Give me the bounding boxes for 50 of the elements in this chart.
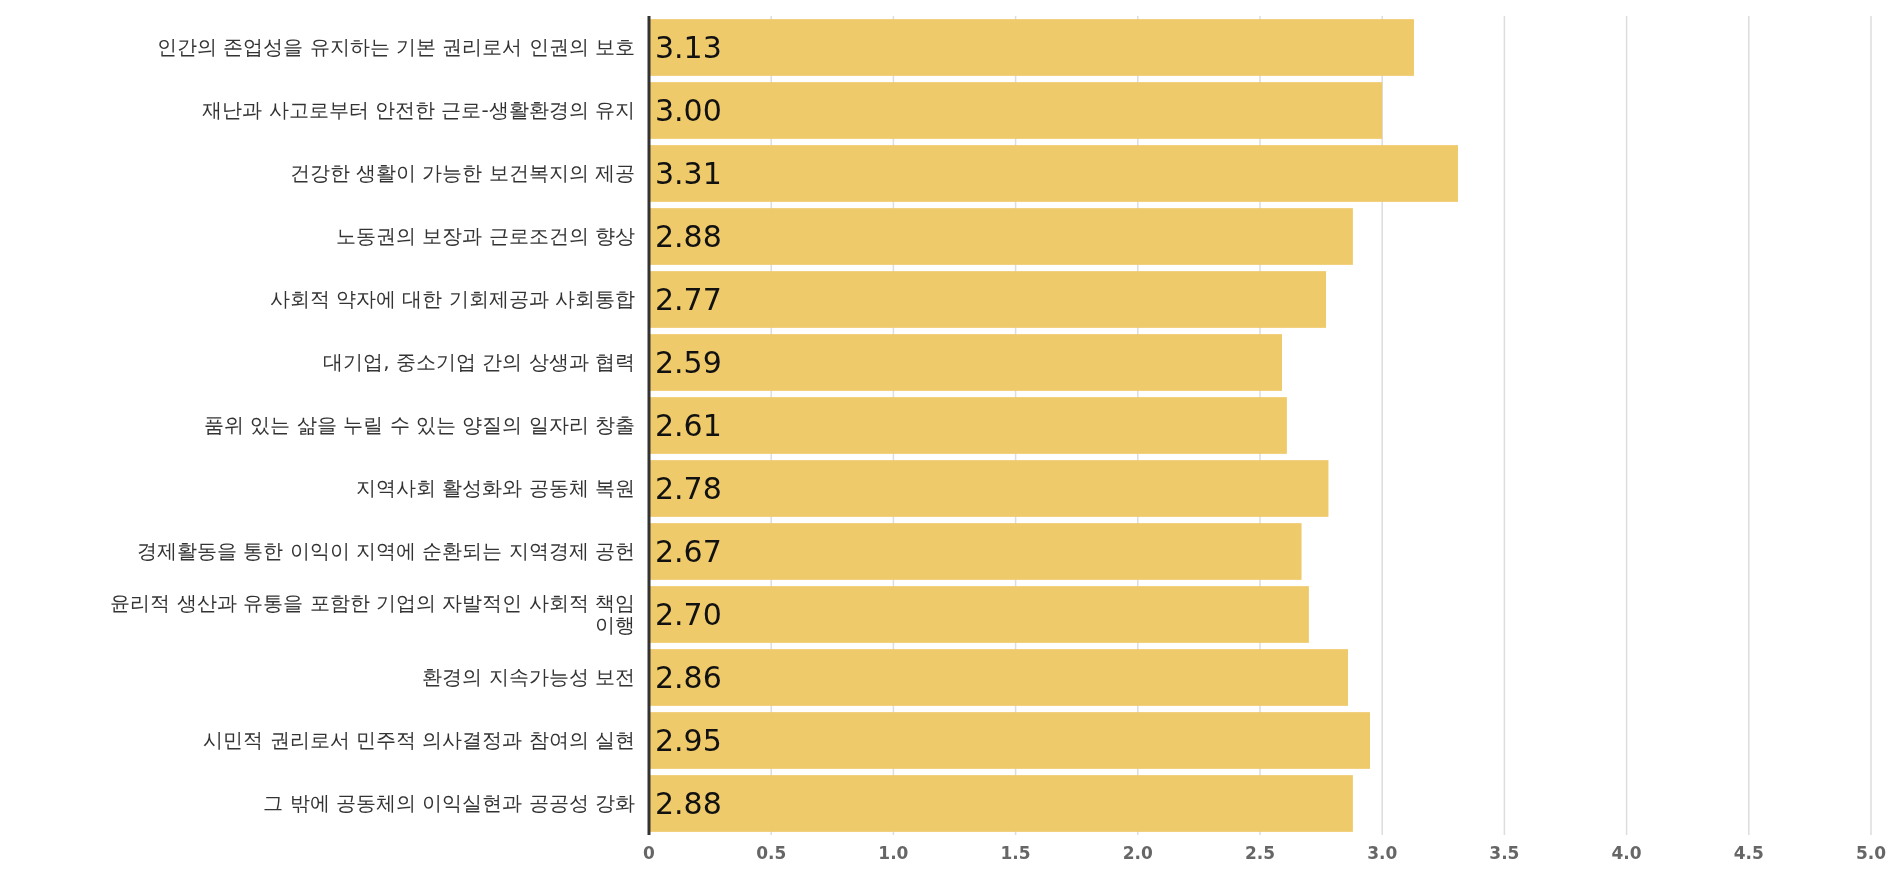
data-label: 2.86 [655,660,722,695]
bar [649,19,1414,76]
bar [649,271,1326,328]
y-tick-label: 윤리적 생산과 유통을 포함한 기업의 자발적인 사회적 책임 이행 [110,590,635,636]
y-tick-label: 인간의 존업성을 유지하는 기본 권리로서 인권의 보호 [156,34,635,58]
y-tick-label: 대기업, 중소기업 간의 상생과 협력 [323,349,635,373]
y-tick-label: 경제활동을 통한 이익이 지역에 순환되는 지역경제 공헌 [136,538,635,562]
bar [649,649,1348,706]
data-label: 2.88 [655,786,722,821]
y-tick-label: 사회적 약자에 대한 기회제공과 사회통합 [269,286,635,310]
data-label: 3.13 [655,30,722,65]
x-tick-label: 0 [643,843,656,863]
y-tick-label: 건강한 생활이 가능한 보건복지의 제공 [289,160,635,184]
x-tick-label: 1.0 [878,843,909,863]
x-tick-label: 2.5 [1244,843,1276,863]
bar [649,82,1383,139]
x-tick-label: 4.5 [1733,843,1764,863]
y-tick-label: 그 밖에 공동체의 이익실현과 공공성 강화 [263,790,635,814]
x-tick-label: 3.0 [1367,843,1398,863]
y-tick-label: 환경의 지속가능성 보전 [422,664,635,688]
x-tick-label: 3.5 [1489,843,1520,863]
data-label: 2.88 [655,219,722,254]
bar [649,145,1458,202]
bar [649,397,1287,454]
y-tick-label: 품위 있는 삶을 누릴 수 있는 양질의 일자리 창출 [204,412,635,436]
x-tick-label: 1.5 [1000,843,1031,863]
y-tick-label: 지역사회 활성화와 공동체 복원 [355,475,635,499]
x-tick-label: 5.0 [1855,843,1887,863]
y-tick-label: 재난과 사고로부터 안전한 근로-생활환경의 유지 [202,97,635,121]
bar [649,334,1282,391]
data-label: 3.31 [655,156,722,191]
data-label: 2.67 [655,534,722,569]
y-tick-label: 노동권의 보장과 근로조건의 향상 [335,223,635,247]
bar [649,586,1309,643]
x-tick-label: 2.0 [1122,843,1154,863]
data-label: 2.59 [655,345,722,380]
bar [649,712,1370,769]
x-tick-label: 4.0 [1611,843,1642,863]
bar [649,460,1329,517]
data-label: 2.70 [655,597,722,632]
bar [649,523,1302,580]
x-tick-label: 0.5 [756,843,787,863]
data-label: 2.77 [655,282,722,317]
data-label: 2.78 [655,471,722,506]
data-label: 3.00 [655,93,722,128]
y-tick-label: 시민적 권리로서 민주적 의사결정과 참여의 실현 [203,727,635,751]
bar [649,775,1353,832]
data-label: 2.61 [655,408,722,443]
bar [649,208,1353,265]
data-label: 2.95 [655,723,722,758]
